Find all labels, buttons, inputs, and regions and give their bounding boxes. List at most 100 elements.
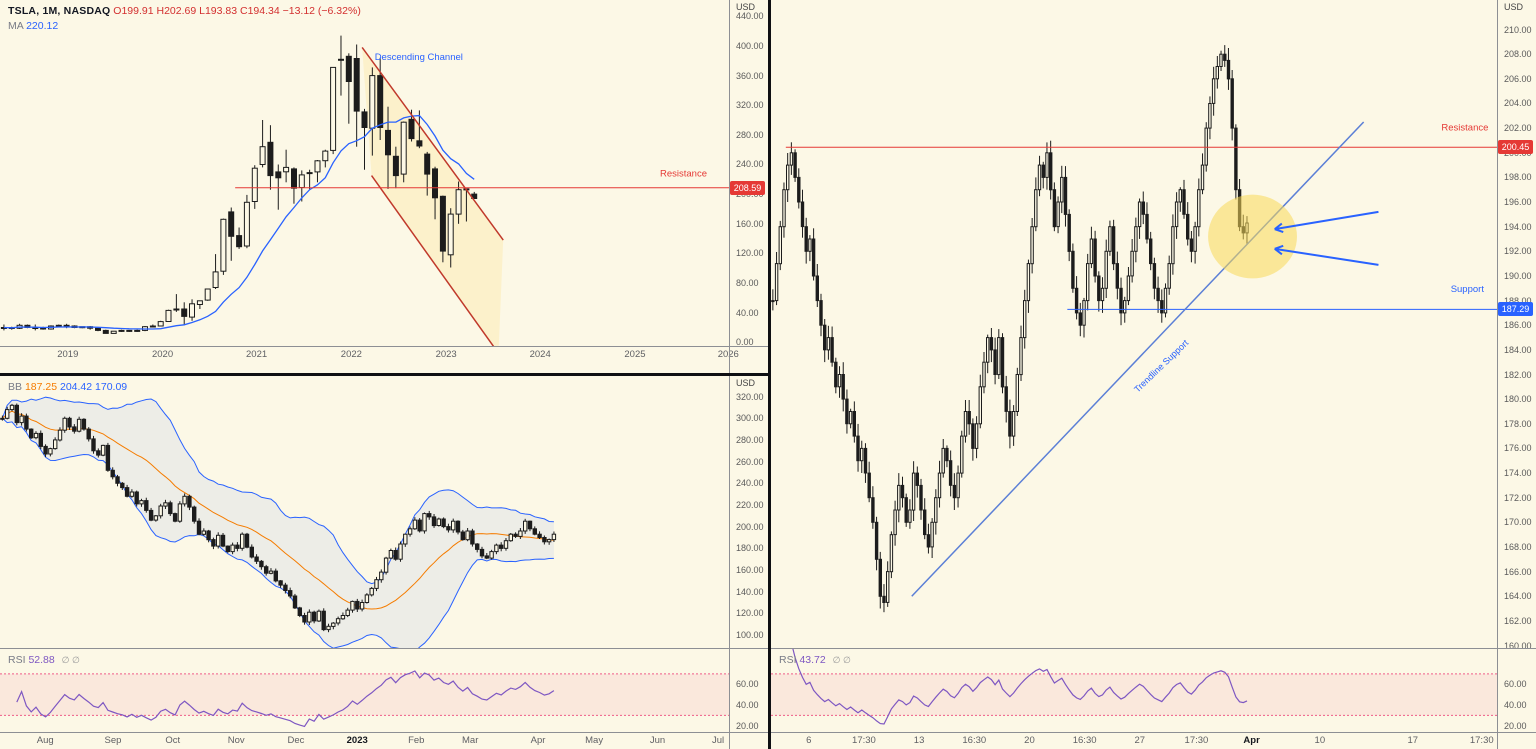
price-tick-label: 172.00 (1504, 492, 1532, 503)
daily-canvas[interactable] (0, 376, 729, 648)
time-tick-label: 2023 (435, 349, 457, 360)
rsi-axis-left[interactable]: 60.00 40.00 20.00 (729, 649, 768, 732)
left-pane-divider[interactable] (0, 373, 768, 376)
price-tick-label: 320.00 (736, 391, 764, 402)
price-tick-label: 180.00 (1504, 394, 1532, 405)
price-tick-label: 120.00 (736, 608, 764, 619)
price-tick-label: 196.00 (1504, 197, 1532, 208)
price-tick-label: 280.00 (736, 434, 764, 445)
time-tick-label: Aug (36, 735, 54, 746)
rsi-settings-icons[interactable]: ∅ ∅ (832, 655, 851, 665)
price-tick-label: 210.00 (1504, 24, 1532, 35)
price-tick-label: 202.00 (1504, 123, 1532, 134)
price-tick-label: 160.00 (1504, 640, 1532, 648)
arrow-line[interactable] (1274, 247, 1379, 266)
annotation-text[interactable]: Support (1451, 284, 1485, 295)
daily-time-axis[interactable]: Aug Sep Oct Nov Dec 2023 Feb Mar Apr May Jun Jul (0, 733, 729, 749)
rsi-pane-separator-left[interactable] (0, 648, 768, 649)
trend-line[interactable] (911, 121, 1365, 597)
price-tick-label: 320.00 (736, 100, 764, 111)
intraday-canvas[interactable]: Trendline Support Resistance Support (771, 0, 1497, 648)
price-tick-label: 60.00 (1504, 679, 1527, 690)
price-tick-label: 360.00 (736, 70, 764, 81)
price-tick-label: 400.00 (736, 40, 764, 51)
price-tick-label: 160.00 (736, 218, 764, 229)
rsi-pane-separator-right[interactable] (771, 648, 1536, 649)
annotation-text[interactable]: Resistance (1441, 123, 1488, 134)
intraday-price-axis[interactable]: USD210.00208.00206.00204.00202.00200.001… (1497, 0, 1536, 648)
time-tick-label: 2026 (718, 349, 739, 360)
symbol-title[interactable]: TSLA, 1M, NASDAQ (8, 5, 111, 17)
chart-layout-divider[interactable] (768, 0, 771, 749)
symbol-legend[interactable]: TSLA, 1M, NASDAQ O199.91 H202.69 L193.83… (8, 4, 361, 34)
price-level-tag: 208.59 (730, 180, 765, 195)
rsi-value: 52.88 (28, 654, 55, 666)
trend-line[interactable] (361, 46, 504, 241)
time-tick-label: Apr (1243, 735, 1260, 746)
rsi-axis-right[interactable]: 60.00 40.00 20.00 (1497, 649, 1536, 732)
rsi_left-canvas[interactable] (0, 649, 729, 732)
rsi-pane-left[interactable]: RSI 52.88 ∅ ∅ (0, 649, 729, 732)
annotation-text[interactable]: Trendline Support (1132, 337, 1191, 394)
rsi-legend-left[interactable]: RSI 52.88 ∅ ∅ (8, 653, 80, 668)
axis-separator-right (1497, 0, 1498, 749)
annotation-text[interactable]: Descending Channel (375, 52, 463, 63)
ma-value: 220.12 (26, 20, 59, 32)
arrow-line[interactable] (1274, 210, 1379, 231)
ma-line (3, 114, 475, 330)
price-tick-label: 80.00 (736, 278, 759, 289)
time-tick-label: Jul (711, 735, 725, 746)
time-tick-label: 17 (1407, 735, 1419, 746)
rsi-pane-right[interactable]: RSI 43.72 ∅ ∅ (771, 649, 1497, 732)
intraday-chart-pane[interactable]: Trendline Support Resistance Support (771, 0, 1497, 648)
rsi_right-canvas[interactable] (771, 649, 1497, 732)
rsi-indicator-label[interactable]: RSI (779, 654, 797, 666)
bb-legend[interactable]: BB 187.25 204.42 170.09 (8, 380, 127, 395)
price-tick-label: 200.00 (736, 521, 764, 532)
trend-line[interactable] (370, 175, 499, 346)
bb-upper-value: 204.42 (59, 381, 93, 393)
price-tick-label: 100.00 (736, 629, 764, 640)
bb-indicator-label[interactable]: BB (8, 381, 23, 393)
rsi-line (16, 670, 555, 728)
ma-indicator-label[interactable]: MA (8, 20, 24, 32)
highlight-circle[interactable] (1208, 194, 1297, 279)
rsi-legend-right[interactable]: RSI 43.72 ∅ ∅ (779, 653, 851, 668)
rsi-band (771, 673, 1497, 716)
price-tick-label: 60.00 (736, 679, 759, 690)
monthly-time-axis[interactable]: 2019 2020 2021 2022 2023 2024 2025 2026 (0, 347, 744, 372)
time-tick-label: 17:30 (852, 735, 876, 746)
time-tick-label: Jun (649, 735, 666, 746)
price-tick-label: 166.00 (1504, 566, 1532, 577)
annotation-text[interactable]: Resistance (660, 168, 707, 179)
price-tick-label: 20.00 (1504, 720, 1527, 731)
time-tick-label: 13 (913, 735, 925, 746)
daily-chart-pane[interactable]: BB 187.25 204.42 170.09 (0, 376, 729, 648)
rsi-indicator-label[interactable]: RSI (8, 654, 26, 666)
price-tick-label: 160.00 (736, 564, 764, 575)
price-level-tag: 200.45 (1498, 140, 1533, 155)
time-tick-label: 2022 (340, 349, 362, 360)
monthly-canvas[interactable]: Descending Channel Resistance (0, 0, 729, 346)
price-tick-label: 280.00 (736, 129, 764, 140)
rsi-band (0, 673, 729, 716)
rsi-value: 43.72 (799, 654, 826, 666)
axis-currency-label: USD (736, 2, 756, 12)
time-tick-label: 27 (1134, 735, 1146, 746)
monthly-chart-pane[interactable]: TSLA, 1M, NASDAQ O199.91 H202.69 L193.83… (0, 0, 729, 346)
rsi-settings-icons[interactable]: ∅ ∅ (61, 655, 80, 665)
price-tick-label: 40.00 (1504, 700, 1527, 711)
price-tick-label: 20.00 (736, 720, 759, 731)
price-tick-label: 162.00 (1504, 615, 1532, 626)
price-tick-label: 180.00 (736, 543, 764, 554)
time-tick-label: Dec (287, 735, 305, 746)
daily-price-axis[interactable]: USD 320.00 300.00 280.00 260.00 240.00 220.00 2… (729, 376, 768, 648)
ohlc-values: O199.91 H202.69 L193.83 C194.34 −13.12 (… (113, 5, 361, 17)
price-tick-label: 260.00 (736, 456, 764, 467)
price-tick-label: 184.00 (1504, 344, 1532, 355)
intraday-time-axis[interactable]: 6 17:30 13 16:30 20 16:30 27 17:30 Apr 10 17 17:30 (771, 733, 1497, 749)
axis-currency-label: USD (736, 378, 756, 388)
price-tick-label: 240.00 (736, 159, 764, 170)
price-tick-label: 194.00 (1504, 221, 1532, 232)
